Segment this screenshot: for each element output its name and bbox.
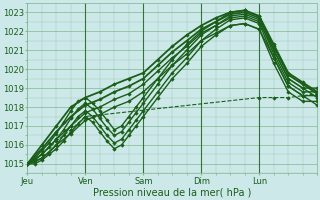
X-axis label: Pression niveau de la mer( hPa ): Pression niveau de la mer( hPa ) xyxy=(93,187,252,197)
